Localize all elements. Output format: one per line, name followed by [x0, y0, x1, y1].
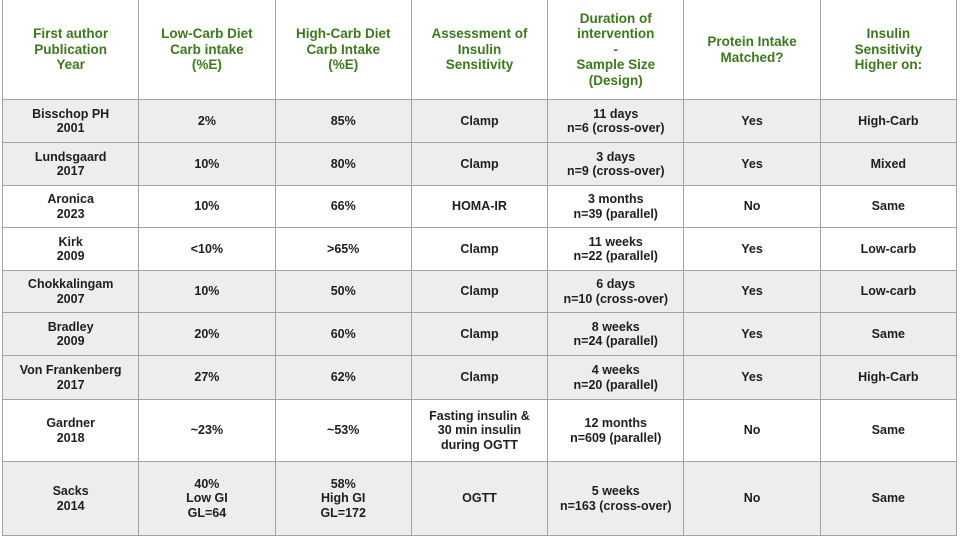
cell-duration: 6 days n=10 (cross-over)	[547, 270, 685, 313]
cell-author: Gardner 2018	[1, 399, 140, 462]
column-header-duration: Duration of intervention - Sample Size (…	[547, 0, 685, 100]
cell-duration: 11 weeks n=22 (parallel)	[547, 227, 685, 271]
cell-duration: 4 weeks n=20 (parallel)	[547, 355, 685, 400]
cell-assessment: HOMA-IR	[410, 185, 549, 228]
cell-duration: 5 weeks n=163 (cross-over)	[547, 461, 685, 536]
cell-protein-matched: Yes	[683, 227, 821, 271]
cell-assessment: Fasting insulin & 30 min insulin during …	[410, 399, 549, 462]
cell-higher-on: Same	[819, 399, 958, 462]
cell-low-carb: <10%	[138, 227, 276, 271]
cell-high-carb: 62%	[274, 355, 412, 400]
cell-author: Bisschop PH 2001	[1, 99, 140, 143]
cell-author: Von Frankenberg 2017	[1, 355, 140, 400]
cell-protein-matched: Yes	[683, 99, 821, 143]
cell-high-carb: 66%	[274, 185, 412, 228]
cell-assessment: Clamp	[410, 227, 549, 271]
table-row: Lundsgaard 2017 10% 80% Clamp 3 days n=9 (cr…	[1, 142, 958, 186]
cell-high-carb: 80%	[274, 142, 412, 186]
cell-assessment: Clamp	[410, 312, 549, 356]
column-header-author: First author Publication Year	[1, 0, 140, 100]
cell-protein-matched: No	[683, 461, 821, 536]
cell-low-carb: 10%	[138, 270, 276, 313]
column-header-protein-matched: Protein Intake Matched?	[683, 0, 821, 100]
cell-assessment: Clamp	[410, 99, 549, 143]
table-row: Bradley 2009 20% 60% Clamp 8 weeks n=24 (par…	[1, 312, 958, 356]
cell-higher-on: Same	[819, 185, 958, 228]
column-header-low-carb: Low-Carb Diet Carb intake (%E)	[138, 0, 276, 100]
cell-low-carb: 27%	[138, 355, 276, 400]
cell-author: Lundsgaard 2017	[1, 142, 140, 186]
cell-assessment: Clamp	[410, 355, 549, 400]
column-header-higher-on: Insulin Sensitivity Higher on:	[819, 0, 958, 100]
cell-higher-on: Same	[819, 461, 958, 536]
table-row: Aronica 2023 10% 66% HOMA-IR 3 months n=39 (…	[1, 185, 958, 228]
cell-protein-matched: Yes	[683, 355, 821, 400]
table-row: Kirk 2009 <10% >65% Clamp 11 weeks n=22 (par…	[1, 227, 958, 271]
cell-high-carb: 58% High GI GL=172	[274, 461, 412, 536]
cell-high-carb: 60%	[274, 312, 412, 356]
cell-higher-on: Low-carb	[819, 270, 958, 313]
cell-duration: 11 days n=6 (cross-over)	[547, 99, 685, 143]
cell-duration: 8 weeks n=24 (parallel)	[547, 312, 685, 356]
cell-higher-on: High-Carb	[819, 99, 958, 143]
cell-assessment: Clamp	[410, 270, 549, 313]
cell-low-carb: 20%	[138, 312, 276, 356]
cell-author: Chokkalingam 2007	[1, 270, 140, 313]
cell-higher-on: Low-carb	[819, 227, 958, 271]
cell-high-carb: 50%	[274, 270, 412, 313]
cell-protein-matched: Yes	[683, 270, 821, 313]
cell-high-carb: ~53%	[274, 399, 412, 462]
cell-low-carb: 40% Low GI GL=64	[138, 461, 276, 536]
cell-low-carb: 10%	[138, 142, 276, 186]
cell-protein-matched: Yes	[683, 142, 821, 186]
cell-duration: 12 months n=609 (parallel)	[547, 399, 685, 462]
table-row: Chokkalingam 2007 10% 50% Clamp 6 days n=10 …	[1, 270, 958, 313]
cell-author: Aronica 2023	[1, 185, 140, 228]
table-body: Bisschop PH 2001 2% 85% Clamp 11 days n=6 (c…	[1, 99, 958, 536]
cell-high-carb: 85%	[274, 99, 412, 143]
table-row: Sacks 2014 40% Low GI GL=64 58% High GI GL…	[1, 461, 958, 536]
table-row: Bisschop PH 2001 2% 85% Clamp 11 days n=6 (c…	[1, 99, 958, 143]
cell-assessment: OGTT	[410, 461, 549, 536]
cell-author: Sacks 2014	[1, 461, 140, 536]
column-header-high-carb: High-Carb Diet Carb Intake (%E)	[274, 0, 412, 100]
cell-protein-matched: Yes	[683, 312, 821, 356]
cell-low-carb: 2%	[138, 99, 276, 143]
table-row: Von Frankenberg 2017 27% 62% Clamp 4 weeks n…	[1, 355, 958, 400]
cell-assessment: Clamp	[410, 142, 549, 186]
cell-author: Bradley 2009	[1, 312, 140, 356]
table-row: Gardner 2018 ~23% ~53% Fasting insulin & 30…	[1, 399, 958, 462]
cell-author: Kirk 2009	[1, 227, 140, 271]
cell-high-carb: >65%	[274, 227, 412, 271]
cell-low-carb: ~23%	[138, 399, 276, 462]
header-row: First author Publication Year Low-Carb D…	[1, 0, 958, 100]
cell-higher-on: High-Carb	[819, 355, 958, 400]
cell-duration: 3 months n=39 (parallel)	[547, 185, 685, 228]
cell-protein-matched: No	[683, 185, 821, 228]
cell-higher-on: Same	[819, 312, 958, 356]
column-header-assessment: Assessment of Insulin Sensitivity	[410, 0, 549, 100]
cell-low-carb: 10%	[138, 185, 276, 228]
cell-higher-on: Mixed	[819, 142, 958, 186]
cell-duration: 3 days n=9 (cross-over)	[547, 142, 685, 186]
cell-protein-matched: No	[683, 399, 821, 462]
